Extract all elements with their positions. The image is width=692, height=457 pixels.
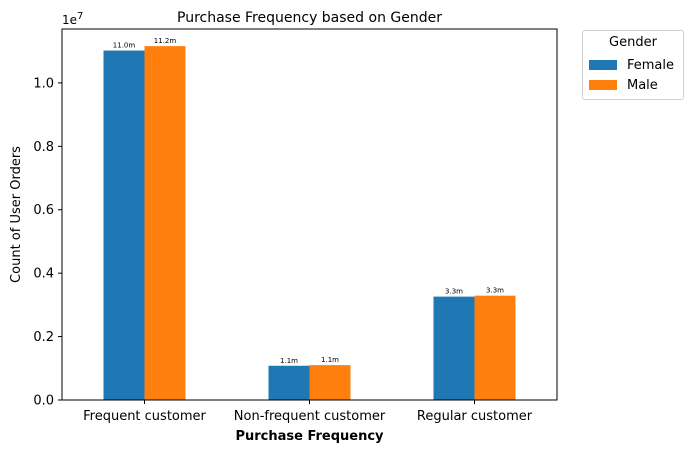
- x-tick-label-2: Regular customer: [417, 409, 533, 424]
- data-label-female-1: 1.1m: [280, 357, 298, 365]
- legend-item-female: Female: [589, 56, 674, 74]
- data-label-female-0: 11.0m: [113, 42, 136, 50]
- data-label-female-2: 3.3m: [445, 288, 463, 296]
- legend: Gender Female Male: [582, 30, 684, 100]
- y-tick-label-1: 0.2: [33, 330, 54, 345]
- legend-title: Gender: [609, 35, 657, 50]
- legend-label-male: Male: [627, 77, 658, 93]
- bar-male-1: [309, 365, 351, 400]
- x-tick-label-1: Non-frequent customer: [234, 409, 386, 424]
- bar-female-1: [268, 365, 310, 400]
- data-label-male-0: 11.2m: [154, 37, 177, 45]
- bar-male-0: [144, 46, 186, 400]
- data-label-male-2: 3.3m: [486, 287, 504, 295]
- y-tick-label-2: 0.4: [33, 267, 54, 282]
- y-axis-label: Count of User Orders: [9, 146, 24, 283]
- y-tick-label-4: 0.8: [33, 140, 54, 155]
- y-offset-label: 1e7: [62, 11, 83, 27]
- bar-male-2: [474, 295, 516, 400]
- bar-female-0: [103, 50, 145, 401]
- y-offset-exponent: 7: [77, 11, 83, 22]
- plot-frame: [61, 28, 558, 401]
- y-tick-label-3: 0.6: [33, 203, 54, 218]
- legend-swatch-male: [589, 80, 617, 90]
- y-tick-label-0: 0.0: [33, 394, 54, 409]
- data-label-male-1: 1.1m: [321, 356, 339, 364]
- bar-female-2: [433, 296, 475, 400]
- y-offset-base: 1e: [62, 13, 77, 27]
- chart-title: Purchase Frequency based on Gender: [177, 10, 442, 26]
- legend-label-female: Female: [627, 57, 675, 73]
- y-tick-label-5: 1.0: [33, 76, 54, 91]
- x-tick-label-0: Frequent customer: [83, 409, 206, 424]
- legend-item-male: Male: [589, 76, 658, 94]
- x-axis-label: Purchase Frequency: [235, 429, 384, 444]
- legend-swatch-female: [589, 60, 617, 70]
